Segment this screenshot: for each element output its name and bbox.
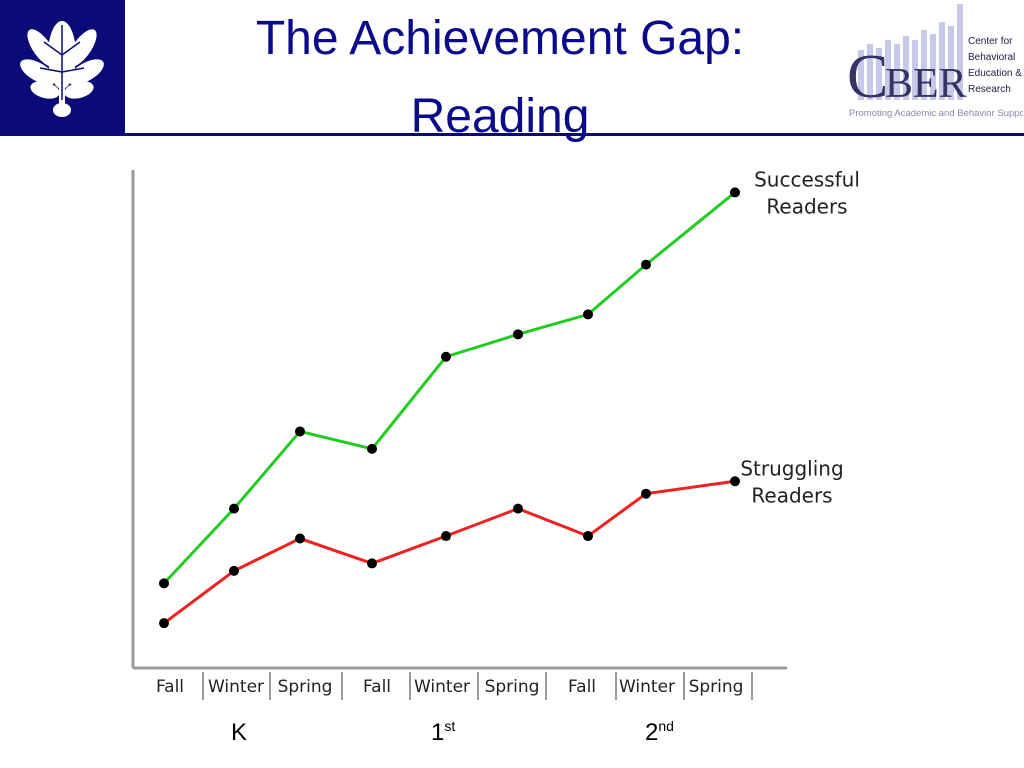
series-1-point-7 (641, 488, 651, 499)
series-labels: Successful Readers Struggling Readers (740, 167, 860, 507)
category-labels: Fall Winter Spring Fall Winter Spring Fall Wint… (156, 677, 743, 697)
category-label-2: Spring (278, 677, 333, 697)
series-1-label-line-1: Readers (751, 483, 832, 507)
category-label-5: Spring (485, 677, 540, 697)
series-line-1 (163, 479, 736, 625)
series-lines (159, 187, 740, 629)
series-1-point-5 (513, 503, 523, 514)
category-label-1: Winter (208, 677, 264, 697)
series-1-point-1 (229, 565, 239, 576)
cber-tagline: Promoting Academic and Behavior Supports (849, 108, 1023, 119)
series-1-point-0 (159, 618, 169, 629)
grade-2-text: 2 (645, 719, 659, 746)
series-0-point-8 (730, 187, 740, 198)
grade-label-1st: 1st (431, 718, 455, 747)
slide-title: The Achievement Gap: Reading (150, 0, 850, 156)
series-1-label-line-0: Struggling (740, 456, 843, 480)
grade-1-text: 1 (431, 719, 445, 746)
grade-label-2nd: 2nd (645, 718, 674, 747)
grade-label-k: K (231, 718, 247, 747)
category-label-4: Winter (414, 677, 470, 697)
series-0-point-7 (641, 259, 651, 270)
cber-letters-ber: BER (885, 61, 967, 107)
cber-subtitle-3: Education & (968, 68, 1022, 79)
category-dividers (202, 672, 753, 700)
header-divider (0, 133, 1024, 136)
oak-leaf-icon (20, 21, 104, 117)
series-0-label-line-1: Readers (766, 194, 847, 218)
cber-letter-c: C (847, 43, 888, 111)
category-label-0: Fall (156, 677, 184, 697)
series-1-point-3 (367, 558, 377, 569)
series-0-point-5 (513, 329, 523, 340)
series-1-point-2 (295, 533, 305, 544)
series-0-point-2 (295, 426, 305, 437)
series-0-point-4 (441, 351, 451, 362)
series-1-point-6 (583, 531, 593, 542)
achievement-chart: Fall Winter Spring Fall Winter Spring Fall Wint… (131, 167, 860, 700)
series-0-point-0 (159, 578, 169, 589)
cber-logo: C BER Center for Behavioral Education & … (847, 4, 1023, 119)
cber-subtitle-4: Research (968, 84, 1011, 95)
cber-subtitle-1: Center for (968, 36, 1013, 47)
title-line-2: Reading (410, 90, 590, 143)
university-logo (0, 0, 125, 133)
category-label-6: Fall (568, 677, 596, 697)
title-line-1: The Achievement Gap: (255, 12, 745, 65)
category-label-7: Winter (619, 677, 675, 697)
series-line-0 (162, 191, 736, 585)
series-1-point-8 (730, 476, 740, 487)
category-label-3: Fall (363, 677, 391, 697)
series-0-point-3 (367, 443, 377, 454)
category-label-8: Spring (689, 677, 744, 697)
series-0-label-line-0: Successful (754, 167, 860, 191)
series-0-point-1 (229, 503, 239, 514)
cber-subtitle-2: Behavioral (968, 52, 1015, 63)
series-0-point-6 (583, 309, 593, 320)
grade-1-sup: st (444, 718, 456, 734)
grade-k-text: K (231, 719, 248, 746)
grade-2-sup: nd (658, 718, 674, 734)
series-1-point-4 (441, 531, 451, 542)
